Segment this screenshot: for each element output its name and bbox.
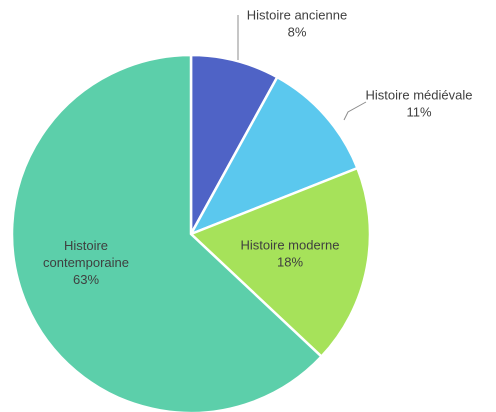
pie-slice-histoire-moderne [188, 166, 372, 359]
slice-percent: 18% [277, 255, 303, 270]
pie-slices [10, 53, 372, 412]
slice-label-histoire-contemporaine: Histoire contemporaine 63% [43, 238, 129, 287]
slice-name: contemporaine [43, 255, 129, 270]
slice-label-histoire-medievale: Histoire médiévale 11% [366, 88, 473, 120]
slice-name: Histoire moderne [241, 238, 340, 253]
slice-label-histoire-moderne: Histoire moderne 18% [241, 238, 340, 270]
leader-lines [237, 15, 367, 121]
leader-line-histoire-medievale [343, 101, 367, 121]
slice-name: Histoire [64, 238, 108, 253]
slice-percent: 11% [406, 105, 431, 120]
slice-name: Histoire ancienne [247, 8, 347, 23]
pie-slice-histoire-medievale [188, 75, 360, 237]
slice-label-histoire-ancienne: Histoire ancienne 8% [247, 8, 347, 40]
pie-slice-histoire-ancienne [189, 53, 279, 235]
slice-name: Histoire médiévale [366, 88, 473, 103]
slice-percent: 8% [288, 25, 307, 40]
slice-labels: Histoire ancienne 8% Histoire médiévale 11%… [43, 8, 472, 288]
pie-slice-histoire-contemporaine [10, 53, 324, 412]
slice-percent: 63% [73, 272, 99, 287]
